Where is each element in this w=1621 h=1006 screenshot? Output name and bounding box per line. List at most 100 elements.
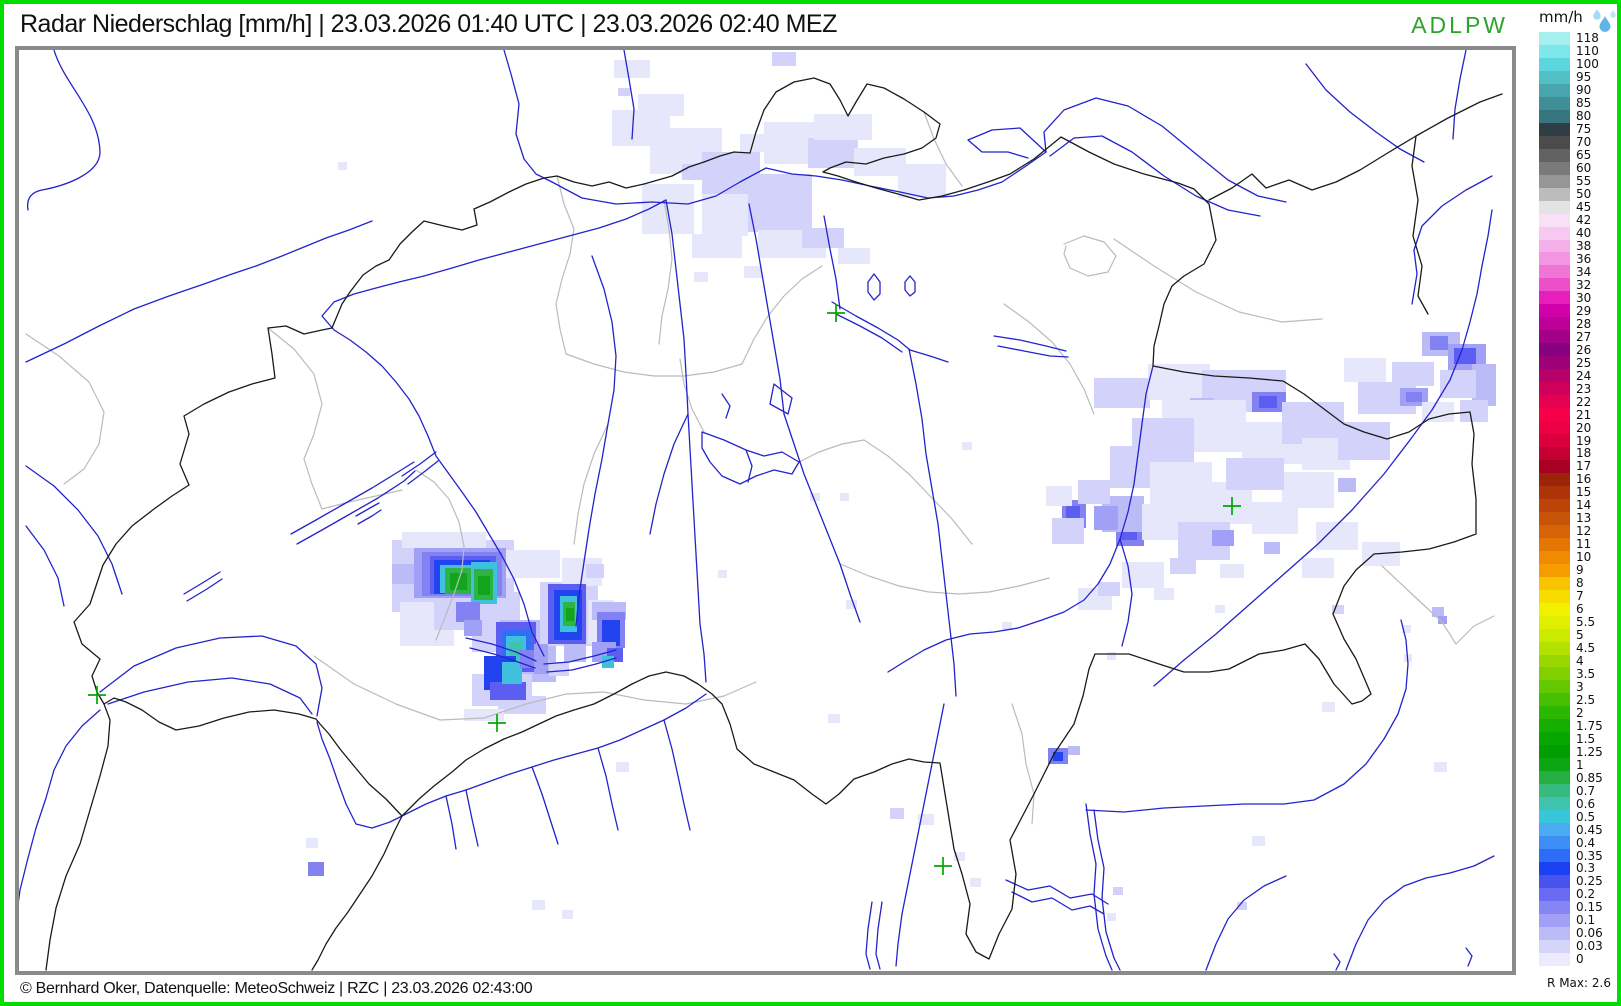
legend-band: 26	[1539, 343, 1617, 357]
legend-band: 9	[1539, 563, 1617, 577]
legend-value-label: 0.03	[1576, 939, 1603, 954]
legend-band: 20	[1539, 421, 1617, 435]
legend-color-swatch	[1539, 862, 1570, 875]
legend-value-label: 11	[1576, 537, 1592, 552]
legend-band: 0	[1539, 952, 1617, 966]
legend-color-swatch	[1539, 498, 1570, 512]
legend-value-label: 4	[1576, 653, 1584, 668]
legend-value-label: 85	[1576, 96, 1592, 111]
legend-color-swatch	[1539, 771, 1570, 785]
legend-band: 17	[1539, 459, 1617, 474]
legend-color-swatch	[1539, 913, 1570, 927]
legend-value-label: 18	[1576, 446, 1592, 461]
legend-band: 18	[1539, 446, 1617, 461]
legend-value-label: 50	[1576, 187, 1592, 202]
legend-band: 0.45	[1539, 823, 1617, 837]
legend-value-label: 29	[1576, 303, 1592, 318]
brand-logo: ADLPW	[1411, 12, 1508, 38]
legend-band: 50	[1539, 187, 1617, 202]
legend-band: 0.7	[1539, 784, 1617, 798]
legend-band: 10	[1539, 550, 1617, 565]
legend-band: 0.03	[1539, 939, 1617, 954]
legend-value-label: 0.5	[1576, 809, 1596, 824]
legend-value-label: 60	[1576, 161, 1592, 176]
legend-color-swatch	[1539, 200, 1570, 214]
legend-color-swatch	[1539, 887, 1570, 901]
legend-band: 110	[1539, 44, 1617, 58]
legend-value-label: 100	[1576, 57, 1599, 72]
legend-color-swatch	[1539, 174, 1570, 188]
legend-value-label: 40	[1576, 226, 1592, 241]
legend-band: 7	[1539, 589, 1617, 603]
legend-value-label: 16	[1576, 472, 1592, 487]
legend-value-label: 1.25	[1576, 744, 1603, 759]
legend-band: 1	[1539, 757, 1617, 772]
legend-color-swatch	[1539, 537, 1570, 551]
legend-value-label: 80	[1576, 109, 1592, 124]
legend-band: 4.5	[1539, 641, 1617, 655]
legend-header: mm/h	[1539, 8, 1617, 32]
legend-band: 28	[1539, 317, 1617, 331]
legend-value-label: 0.15	[1576, 900, 1603, 915]
legend-color-swatch	[1539, 563, 1570, 577]
legend-color-swatch	[1539, 472, 1570, 486]
legend-band: 5	[1539, 628, 1617, 642]
legend-band: 4	[1539, 653, 1617, 668]
precipitation-layer	[306, 52, 1496, 921]
legend-value-label: 5.5	[1576, 615, 1596, 630]
legend-value-label: 0.1	[1576, 913, 1596, 928]
city-marker-cross	[88, 686, 106, 704]
legend-color-swatch	[1539, 70, 1570, 84]
legend-value-label: 3.5	[1576, 666, 1596, 681]
legend-band: 24	[1539, 369, 1617, 383]
legend-value-label: 17	[1576, 459, 1592, 474]
legend-value-label: 1.5	[1576, 731, 1596, 746]
legend-band: 0.25	[1539, 874, 1617, 888]
legend-value-label: 34	[1576, 264, 1592, 279]
legend-band: 27	[1539, 330, 1617, 344]
legend-band: 65	[1539, 148, 1617, 162]
legend-color-swatch	[1539, 550, 1570, 564]
legend-band: 25	[1539, 355, 1617, 370]
legend-color-swatch	[1539, 96, 1570, 110]
legend-value-label: 10	[1576, 550, 1592, 565]
legend-value-label: 32	[1576, 277, 1592, 292]
legend-color-swatch	[1539, 628, 1570, 642]
legend-band: 55	[1539, 174, 1617, 188]
legend-unit-label: mm/h	[1539, 8, 1583, 26]
legend-band: 19	[1539, 434, 1617, 447]
legend-band: 3	[1539, 680, 1617, 694]
legend-band: 21	[1539, 407, 1617, 422]
legend-color-swatch	[1539, 343, 1570, 357]
legend-band: 0.15	[1539, 900, 1617, 915]
legend-color-swatch	[1539, 732, 1570, 746]
legend-value-label: 21	[1576, 407, 1592, 422]
legend-band: 22	[1539, 394, 1617, 409]
legend-band: 90	[1539, 83, 1617, 97]
legend-color-swatch	[1539, 226, 1570, 240]
legend-band: 16	[1539, 472, 1617, 487]
credit-line: © Bernhard Oker, Datenquelle: MeteoSchwe…	[20, 980, 533, 997]
legend-value-label: 1	[1576, 757, 1584, 772]
legend-value-label: 22	[1576, 394, 1592, 409]
legend-band: 42	[1539, 213, 1617, 227]
legend-value-label: 95	[1576, 70, 1592, 85]
legend-value-label: 1.75	[1576, 718, 1603, 733]
legend-color-swatch	[1539, 602, 1570, 616]
regional-borders	[25, 111, 1495, 825]
legend-color-swatch	[1539, 511, 1570, 525]
legend-color-swatch	[1539, 576, 1570, 590]
legend-color-swatch	[1539, 161, 1570, 175]
legend-color-swatch	[1539, 291, 1570, 305]
legend-band: 34	[1539, 264, 1617, 279]
page-title: Radar Niederschlag [mm/h] | 23.03.2026 0…	[20, 10, 837, 38]
legend-value-label: 2	[1576, 705, 1584, 720]
legend-value-label: 0.85	[1576, 770, 1603, 785]
legend-color-swatch	[1539, 706, 1570, 720]
legend-color-swatch	[1539, 317, 1570, 331]
legend-value-label: 25	[1576, 355, 1592, 370]
legend-color-swatch	[1539, 213, 1570, 227]
legend-value-label: 75	[1576, 122, 1592, 137]
legend-color-swatch	[1539, 109, 1570, 123]
